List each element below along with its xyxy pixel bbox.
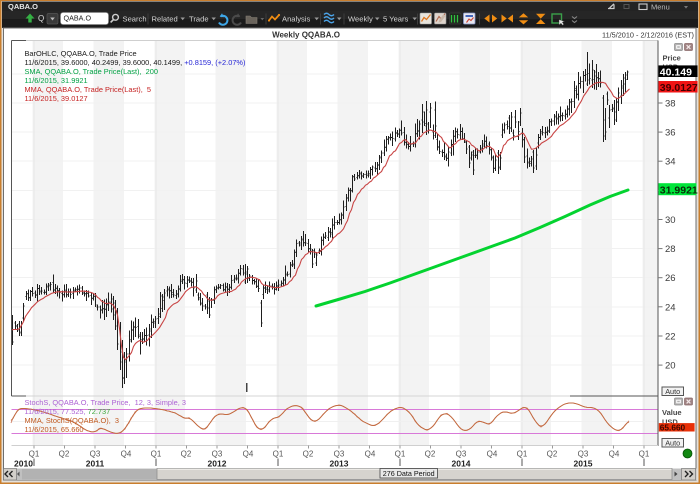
svg-text:Value: Value [662, 408, 682, 417]
svg-text:Q3: Q3 [334, 450, 345, 459]
svg-text:Q4: Q4 [487, 450, 498, 459]
svg-text:30: 30 [665, 215, 676, 226]
svg-text:Q3: Q3 [212, 450, 223, 459]
svg-text:36: 36 [665, 128, 676, 139]
svg-text:Q: Q [38, 14, 44, 23]
svg-text:Q1: Q1 [29, 450, 40, 459]
svg-text:11/6/2015, 77.525, 72.737: 11/6/2015, 77.525, 72.737 [25, 407, 111, 416]
svg-text:MMA, QQABA.O, Trade Price(Last: MMA, QQABA.O, Trade Price(Last), 5 [25, 85, 152, 94]
svg-text:Q2: Q2 [303, 450, 314, 459]
svg-text:28: 28 [665, 244, 676, 255]
svg-text:Trade: Trade [189, 15, 209, 24]
svg-text:2010: 2010 [14, 459, 33, 469]
svg-text:Weekly QQABA.O: Weekly QQABA.O [272, 31, 340, 40]
svg-text:34: 34 [665, 157, 676, 168]
svg-text:40.149: 40.149 [660, 66, 692, 78]
svg-text:Q2: Q2 [59, 450, 70, 459]
svg-text:11/6/2015, 65.660: 11/6/2015, 65.660 [25, 425, 84, 434]
svg-text:Q3: Q3 [456, 450, 467, 459]
svg-text:38: 38 [665, 99, 676, 110]
svg-text:Menu: Menu [651, 3, 670, 12]
svg-text:5 Years: 5 Years [383, 15, 409, 24]
svg-text:Q4: Q4 [365, 450, 376, 459]
svg-text:QABA.O: QABA.O [64, 14, 92, 23]
svg-text:22: 22 [665, 332, 676, 343]
svg-text:Q4: Q4 [243, 450, 254, 459]
svg-text:20: 20 [665, 361, 676, 372]
svg-text:2011: 2011 [86, 459, 105, 469]
svg-text:11/6/2015, 31.9921: 11/6/2015, 31.9921 [25, 76, 88, 85]
svg-text:2014: 2014 [452, 459, 471, 469]
svg-text:276 Data Period: 276 Data Period [383, 469, 435, 478]
svg-text:11/5/2010 - 2/12/2016 (EST): 11/5/2010 - 2/12/2016 (EST) [602, 31, 694, 40]
svg-text:65.660: 65.660 [660, 422, 686, 432]
svg-text:24: 24 [665, 302, 676, 313]
svg-text:Q3: Q3 [578, 450, 589, 459]
svg-text:2012: 2012 [208, 459, 227, 469]
svg-text:BarOHLC, QQABA.O, Trade Price: BarOHLC, QQABA.O, Trade Price [25, 49, 137, 58]
svg-text:SMA, QQABA.O, Trade Price(Last: SMA, QQABA.O, Trade Price(Last), 200 [25, 67, 159, 76]
svg-text:Q1: Q1 [517, 450, 528, 459]
svg-text:2013: 2013 [330, 459, 349, 469]
svg-text:Analysis: Analysis [282, 15, 310, 24]
svg-text:Q4: Q4 [609, 450, 620, 459]
svg-text:StochS, QQABA.O, Trade Price,: StochS, QQABA.O, Trade Price, 12, 3, Sim… [25, 398, 186, 407]
svg-text:Q2: Q2 [425, 450, 436, 459]
svg-text:11/6/2015, 39.0127: 11/6/2015, 39.0127 [25, 94, 88, 103]
svg-text:26: 26 [665, 273, 676, 284]
svg-text:Q1: Q1 [151, 450, 162, 459]
svg-text:Search: Search [123, 15, 147, 24]
svg-text:2015: 2015 [574, 459, 593, 469]
svg-text:39.0127: 39.0127 [660, 82, 698, 94]
svg-text:USD: USD [662, 418, 678, 427]
svg-text:Q1: Q1 [395, 450, 406, 459]
svg-text:31.9921: 31.9921 [660, 184, 698, 196]
svg-text:Auto: Auto [665, 438, 680, 447]
svg-text:QABA.O: QABA.O [8, 2, 38, 11]
svg-text:Auto: Auto [665, 387, 680, 396]
svg-text:Price: Price [663, 54, 681, 63]
svg-text:11/6/2015, 39.6000, 40.2499, 3: 11/6/2015, 39.6000, 40.2499, 39.6000, 40… [25, 58, 246, 67]
svg-text:Q2: Q2 [181, 450, 192, 459]
svg-text:Q2: Q2 [547, 450, 558, 459]
svg-text:Related: Related [152, 15, 178, 24]
svg-text:MMA, StochS(QQABA.O), 3: MMA, StochS(QQABA.O), 3 [25, 416, 119, 425]
svg-text:Q3: Q3 [90, 450, 101, 459]
svg-text:Q1: Q1 [273, 450, 284, 459]
svg-text:Q4: Q4 [121, 450, 132, 459]
svg-text:Q1: Q1 [639, 450, 650, 459]
svg-text:Weekly: Weekly [348, 15, 373, 24]
